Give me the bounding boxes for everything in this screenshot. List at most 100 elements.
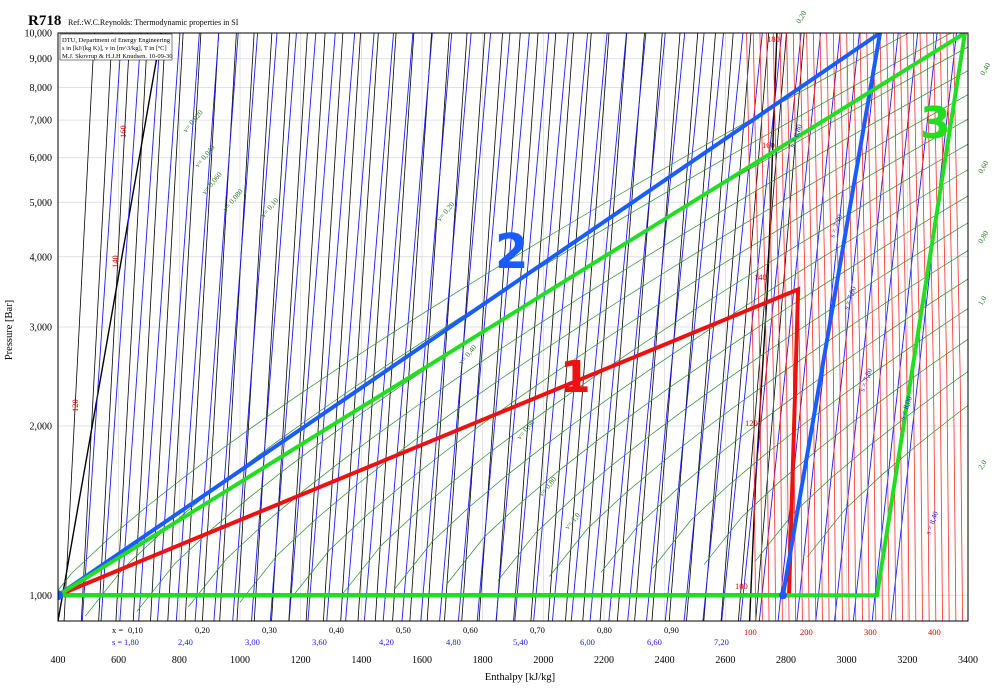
isotherm-label: 160 [762,140,775,150]
isentrope-line [476,33,530,621]
isotherm-line [846,33,857,621]
quality-prefix: x = [112,625,123,635]
quality-label: 0,10 [128,625,143,635]
quality-line [132,33,166,621]
isotherm-line [879,33,890,621]
isotherm-line [766,33,777,621]
quality-line [547,33,592,621]
isochore-line [342,143,968,594]
quality-line [219,33,255,621]
isotherm-line [926,33,937,621]
quality-line [150,33,184,621]
entropy-label: 4,20 [379,637,394,647]
isotherm-line [826,33,837,621]
isochore-line [806,404,968,558]
quality-line [80,33,113,621]
isotherm-line [872,33,883,621]
temperature-label: 200 [800,627,813,637]
isotherm-line [799,33,810,621]
quality-label: 0,20 [195,625,210,635]
quality-label: 0,60 [463,625,478,635]
x-tick-label: 1400 [351,655,371,666]
liquid-isotherm-label: 140 [110,255,120,268]
quality-line [323,33,361,621]
y-tick-label: 7,000 [30,116,53,127]
isotherm-line [819,33,830,621]
x-tick-label: 600 [111,655,126,666]
isentrope-line [664,33,724,621]
isotherm-label: 140 [754,272,767,282]
info-line-3: M.J. Skovrup & H.J.H Knudsen. 10-09-30 [62,53,173,60]
isentrope-line [213,33,259,621]
isentrope-line [589,33,647,621]
cycle-start-point [58,590,63,601]
chart-subtitle: Ref.:W.C.Reynolds: Thermodynamic propert… [68,18,239,27]
quality-label: 0,50 [396,625,411,635]
isochore-line [188,70,968,607]
quality-label: 0,40 [329,625,344,635]
cycle-turn-point [778,591,787,600]
entropy-label: 3,00 [245,637,260,647]
isotherm-line [792,33,803,621]
isentrope-line [345,33,394,621]
y-tick-label: 8,000 [30,83,53,94]
quality-line [288,33,326,621]
x-tick-label: 2200 [594,655,614,666]
quality-line [616,33,663,621]
isochore-line [291,118,968,598]
isentrope-line [551,33,608,621]
right-volume-label: 1,0 [976,294,989,307]
temperature-label: 300 [864,627,877,637]
entropy-label: 1,80 [124,637,139,647]
info-box: DTU, Department of Energy Engineering s … [59,33,173,61]
isotherm-line [759,33,770,621]
x-tick-label: 3400 [958,655,978,666]
entropy-label: 7,20 [714,637,729,647]
quality-line [253,33,290,621]
isentrope-line [514,33,569,621]
quality-line [703,33,752,621]
isochore-line [58,33,910,592]
quality-line [755,33,805,621]
isentrope-line [646,33,705,621]
quality-line [720,33,770,621]
x-tick-label: 2800 [776,655,796,666]
cycle-1-number: 1 [560,352,591,403]
entropy-prefix: s = [112,637,122,647]
y-tick-label: 4,000 [30,252,53,263]
quality-line [582,33,628,621]
isotherm-line [746,33,757,621]
y-tick-label: 10,000 [25,29,53,40]
x-tick-label: 3200 [897,655,917,666]
isochore-line [600,278,968,573]
isentrope-line [570,33,627,621]
saturated-liquid-line [58,33,162,621]
quality-line [63,33,95,621]
entropy-label: 6,00 [580,637,595,647]
quality-line [340,33,379,621]
isentrope-line [439,33,492,621]
isentrope-line [382,33,433,621]
isotherm-line [953,33,963,621]
y-axis-label: Pressure [Bar] [4,300,15,360]
quality-line [634,33,681,621]
liquid-isotherm-label: 120 [70,399,80,412]
isentrope-line [138,33,181,621]
y-tick-label: 3,000 [30,323,53,334]
isochore-line [497,222,968,581]
isotherm-line [839,33,850,621]
temperature-label: 400 [928,627,941,637]
isotherm-line [939,33,950,621]
isentrope-line [232,33,278,621]
isotherm-line [752,33,763,621]
quality-line [392,33,432,621]
isentrope-line [81,33,123,621]
right-volume-label: 0,80 [976,229,990,245]
isochore-line [703,338,968,565]
saturated-vapour-line [748,33,778,621]
isentrope-line [288,33,336,621]
quality-line [98,33,131,621]
isochore-line [445,195,968,585]
isentrope-line [100,33,142,621]
cycle-3-number: 3 [920,98,951,149]
